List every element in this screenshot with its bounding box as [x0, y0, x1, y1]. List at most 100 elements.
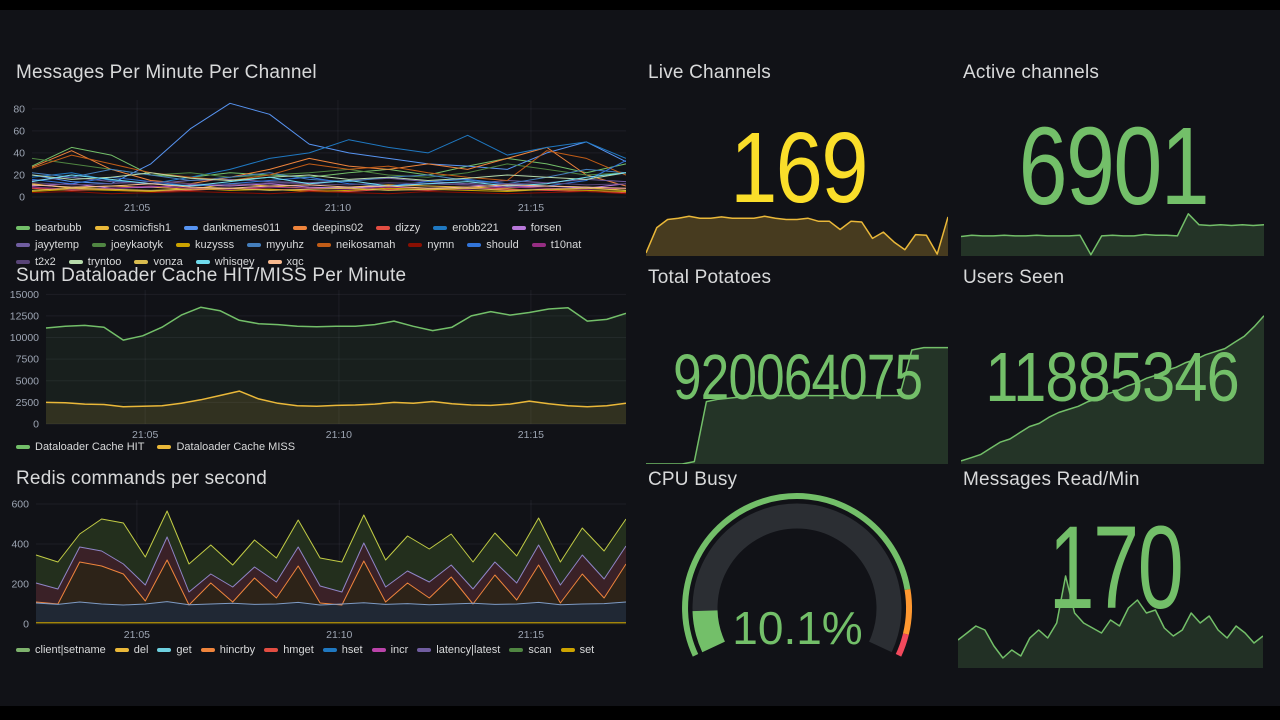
legend-item-del[interactable]: del [114, 644, 148, 656]
svg-text:21:15: 21:15 [518, 629, 544, 641]
series-color-swatch [176, 243, 191, 247]
legend-item-incr[interactable]: incr [371, 644, 408, 656]
series-color-swatch [376, 226, 391, 230]
series-color-swatch [408, 243, 423, 247]
cpu-busy-gauge[interactable] [657, 488, 937, 678]
series-color-swatch [157, 445, 172, 449]
legend-item-t2x2[interactable]: t2x2 [16, 256, 56, 268]
svg-text:21:10: 21:10 [326, 429, 352, 441]
dashboard-background: Messages Per Minute Per Channel 0 20 40 60 8… [0, 10, 1280, 706]
series-color-swatch [322, 648, 337, 652]
svg-text:21:05: 21:05 [132, 429, 158, 441]
series-color-swatch [247, 243, 262, 247]
redis-chart-legend: client|setname del get hincrby hmget hset incr… [16, 644, 636, 656]
panel-title-total-potatoes[interactable]: Total Potatoes [648, 267, 772, 288]
legend-item-myyuhz[interactable]: myyuhz [247, 239, 304, 251]
legend-item-t10nat[interactable]: t10nat [531, 239, 581, 251]
svg-text:40: 40 [13, 147, 25, 159]
series-color-swatch [264, 648, 279, 652]
panel-title-messages-read[interactable]: Messages Read/Min [963, 469, 1140, 490]
sparkline-svg [961, 213, 1264, 256]
legend-item-forsen[interactable]: forsen [511, 222, 561, 234]
series-color-swatch [267, 260, 282, 264]
svg-text:15000: 15000 [10, 290, 39, 301]
series-color-swatch [157, 648, 172, 652]
sparkline-svg [646, 215, 948, 256]
svg-text:200: 200 [11, 579, 29, 591]
legend-item-dankmemes011[interactable]: dankmemes011 [183, 222, 280, 234]
legend-item-dataloader-cache-miss[interactable]: Dataloader Cache MISS [157, 441, 295, 453]
active-channels-value: 6901 [1018, 105, 1209, 228]
panel-title-live-channels[interactable]: Live Channels [648, 62, 772, 83]
sparkline-svg [961, 315, 1264, 464]
panel-title-dataloader-cache[interactable]: Sum Dataloader Cache HIT/MISS Per Minute [16, 265, 407, 286]
series-color-swatch [114, 648, 129, 652]
series-color-swatch [433, 226, 448, 230]
legend-item-hset[interactable]: hset [322, 644, 363, 656]
series-color-swatch [293, 226, 308, 230]
legend-item-get[interactable]: get [157, 644, 192, 656]
legend-item-kuzysss[interactable]: kuzysss [176, 239, 234, 251]
messages-read-sparkline [958, 568, 1263, 668]
svg-text:7500: 7500 [16, 354, 40, 366]
messages-per-minute-chart[interactable]: 0 20 40 60 80 21:05 21:10 21:15 [6, 100, 626, 215]
live-channels-value: 169 [729, 111, 868, 224]
legend-item-set[interactable]: set [560, 644, 594, 656]
svg-text:400: 400 [11, 539, 29, 551]
svg-text:21:05: 21:05 [124, 202, 150, 214]
legend-item-joeykaotyk[interactable]: joeykaotyk [92, 239, 163, 251]
series-color-swatch [16, 260, 30, 264]
messages-read-value: 170 [1048, 501, 1183, 634]
legend-item-erobb221[interactable]: erobb221 [433, 222, 499, 234]
total-potatoes-sparkline [646, 344, 948, 464]
sparkline-svg [958, 575, 1263, 668]
panel-title-active-channels[interactable]: Active channels [963, 62, 1100, 83]
legend-item-latency-latest[interactable]: latency|latest [417, 644, 500, 656]
legend-item-dizzy[interactable]: dizzy [376, 222, 420, 234]
series-color-swatch [68, 260, 83, 264]
messages-chart-legend: bearbubb cosmicfish1 dankmemes011 deepins02… [16, 222, 622, 268]
panel-title-redis-commands[interactable]: Redis commands per second [16, 468, 268, 489]
legend-item-whisqey[interactable]: whisqey [195, 256, 255, 268]
svg-text:0: 0 [33, 419, 39, 431]
legend-item-tryntoo[interactable]: tryntoo [68, 256, 121, 268]
svg-text:600: 600 [11, 500, 29, 511]
legend-item-neikosamah[interactable]: neikosamah [317, 239, 395, 251]
series-color-swatch [16, 226, 30, 230]
svg-text:21:10: 21:10 [326, 629, 352, 641]
legend-item-nymn[interactable]: nymn [408, 239, 454, 251]
legend-item-deepins02[interactable]: deepins02 [293, 222, 363, 234]
legend-item-jayytemp[interactable]: jayytemp [16, 239, 79, 251]
dataloader-cache-chart[interactable]: 0 2500 5000 7500 10000 12500 15000 21:05 21:10 21… [6, 290, 626, 442]
legend-item-should[interactable]: should [467, 239, 519, 251]
series-color-swatch [16, 243, 30, 247]
panel-title-messages-per-minute[interactable]: Messages Per Minute Per Channel [16, 62, 317, 83]
legend-item-scan[interactable]: scan [509, 644, 552, 656]
svg-text:5000: 5000 [16, 375, 40, 387]
legend-item-vonza[interactable]: vonza [134, 256, 183, 268]
series-color-swatch [531, 243, 546, 247]
series-color-swatch [200, 648, 215, 652]
sparkline-svg [646, 346, 948, 464]
legend-item-dataloader-cache-hit[interactable]: Dataloader Cache HIT [16, 441, 144, 453]
legend-item-cosmicfish1[interactable]: cosmicfish1 [94, 222, 171, 234]
legend-item-hincrby[interactable]: hincrby [200, 644, 255, 656]
svg-text:21:05: 21:05 [124, 629, 150, 641]
svg-text:0: 0 [19, 192, 25, 204]
svg-text:21:15: 21:15 [518, 429, 544, 441]
legend-item-bearbubb[interactable]: bearbubb [16, 222, 82, 234]
total-potatoes-value: 920064075 [672, 341, 923, 413]
series-color-swatch [509, 648, 524, 652]
panel-title-cpu-busy[interactable]: CPU Busy [648, 469, 738, 490]
panel-title-users-seen[interactable]: Users Seen [963, 267, 1065, 288]
legend-item-client-setname[interactable]: client|setname [16, 644, 106, 656]
series-color-swatch [417, 648, 432, 652]
svg-text:2500: 2500 [16, 397, 40, 409]
redis-commands-chart[interactable]: 0 200 400 600 21:05 21:10 21:15 [6, 500, 626, 642]
legend-item-hmget[interactable]: hmget [264, 644, 314, 656]
series-color-swatch [92, 243, 107, 247]
live-channels-sparkline [646, 193, 948, 256]
gauge-svg [682, 493, 912, 657]
legend-item-xqc[interactable]: xqc [267, 256, 304, 268]
